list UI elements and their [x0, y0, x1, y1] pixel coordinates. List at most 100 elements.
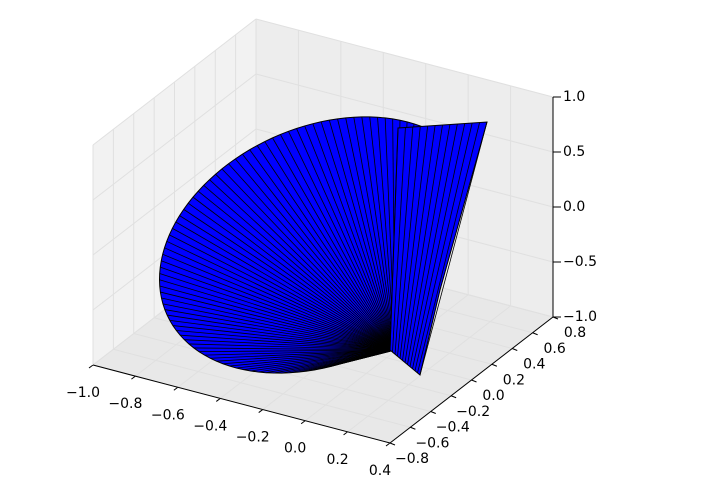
surface-edge: [159, 285, 396, 351]
y-tick-label: −0.6: [415, 435, 449, 451]
surface-edge: [242, 153, 396, 351]
surface-edge: [304, 125, 396, 351]
surface-edge: [169, 234, 396, 351]
surface-edge: [397, 126, 421, 357]
surface-edge: [184, 339, 396, 351]
x-tick-label: −1.0: [66, 385, 100, 401]
surface-edge: [412, 123, 466, 369]
x-tick: [88, 364, 94, 369]
y-tick-label: 0.6: [543, 341, 565, 357]
surface-edge: [404, 124, 443, 363]
surface-edge: [179, 215, 396, 351]
surface-edge: [222, 349, 396, 365]
surface-edge: [399, 125, 429, 359]
surface-edge: [204, 349, 396, 356]
surface-edge: [169, 320, 396, 351]
surface-edge: [215, 173, 396, 351]
x-tick-label: −0.8: [108, 396, 142, 412]
y-tick-label: 0.0: [482, 388, 504, 404]
surface-edge: [176, 330, 396, 351]
x-tick: [173, 386, 179, 391]
surface-edge: [161, 260, 396, 351]
surface-edge: [409, 123, 458, 367]
surface-edge: [199, 349, 396, 353]
y-tick: [450, 395, 457, 399]
surface-edge: [328, 120, 396, 351]
surface-edge: [216, 349, 396, 362]
surface-edge: [192, 196, 396, 351]
surface-edge: [280, 134, 396, 351]
surface-edge: [159, 273, 396, 351]
surface-edge: [236, 349, 396, 369]
surface-edge: [369, 116, 396, 351]
surface-edge: [160, 291, 396, 351]
x-tick-label: −0.4: [193, 418, 227, 434]
surface-edge: [164, 247, 396, 351]
surface-edge: [175, 221, 396, 351]
y-tick: [471, 379, 477, 383]
z-tick-label: 0.5: [563, 144, 585, 160]
surface-edge: [160, 266, 396, 351]
surface-edge: [167, 314, 396, 351]
surface-edge: [272, 137, 396, 351]
y-tick-label: −0.2: [456, 404, 490, 420]
surface-edge: [203, 185, 396, 351]
surface-edge: [392, 127, 406, 353]
x-tick: [131, 375, 136, 380]
surface-edge: [419, 121, 488, 376]
surface-edge: [162, 303, 396, 351]
grid-line: [92, 18, 257, 146]
surface-edge: [210, 349, 396, 359]
surface-edge: [288, 131, 396, 351]
z-tick-label: −0.5: [563, 254, 597, 270]
y-tick-label: 0.4: [523, 357, 545, 373]
surface-edge: [164, 309, 396, 351]
surface-edge: [320, 121, 396, 351]
surface-edge: [187, 202, 396, 351]
y-tick: [389, 442, 396, 446]
x-tick-label: 0.0: [284, 441, 306, 457]
surface-edge: [228, 163, 396, 351]
x-tick-label: 0.2: [326, 452, 348, 468]
y-tick: [410, 426, 416, 430]
surface-edge: [417, 122, 480, 374]
y-tick: [532, 332, 538, 336]
grid-line: [113, 348, 411, 428]
surface-edge: [394, 126, 414, 355]
z-tick-label: −1.0: [563, 309, 597, 325]
z-tick-label: 0.0: [563, 199, 585, 215]
surface-edge: [180, 334, 396, 351]
surface-edge: [172, 325, 396, 351]
grid-line: [255, 73, 554, 153]
surface-edge: [402, 125, 436, 361]
surface-edge: [209, 179, 396, 351]
surface-edge: [188, 343, 396, 351]
y-tick: [491, 363, 498, 367]
surface-edge: [296, 128, 396, 351]
surface-edge: [407, 124, 451, 365]
x-tick-label: −0.6: [151, 407, 185, 423]
surface-edge: [221, 168, 396, 351]
grid-line: [92, 73, 257, 201]
x-tick: [300, 420, 306, 425]
surface-edge: [229, 349, 396, 367]
y-tick: [430, 411, 436, 414]
y-tick-label: −0.4: [436, 420, 470, 436]
surface-edge: [243, 349, 396, 371]
axis-line: [92, 364, 391, 444]
z-tick-label: 1.0: [563, 89, 585, 105]
surface-edge: [162, 253, 396, 351]
surface-edge: [361, 116, 396, 351]
grid-line: [255, 18, 554, 98]
surface-edge: [172, 228, 396, 351]
surface-edge: [159, 279, 396, 351]
grid-line: [92, 128, 257, 256]
y-tick: [512, 348, 518, 351]
surface-edge: [312, 123, 396, 351]
surface-edge: [389, 127, 399, 351]
surface-edge: [183, 209, 396, 351]
surface-edge: [414, 122, 473, 371]
x-tick: [343, 431, 348, 436]
surface-edge: [161, 297, 396, 351]
x-tick: [215, 398, 221, 402]
